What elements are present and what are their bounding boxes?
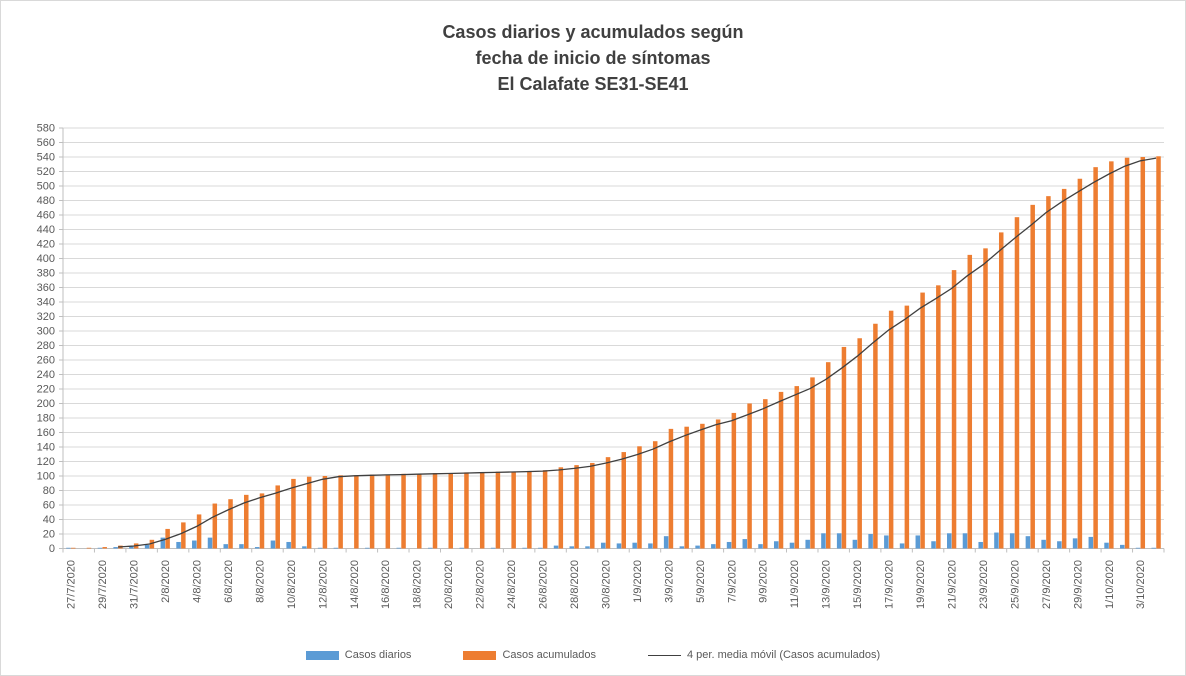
svg-text:2/8/2020: 2/8/2020 bbox=[160, 560, 172, 603]
svg-text:25/9/2020: 25/9/2020 bbox=[1009, 560, 1021, 609]
legend-swatch-moving-avg-icon bbox=[648, 654, 681, 656]
svg-text:320: 320 bbox=[37, 311, 55, 323]
svg-text:27/9/2020: 27/9/2020 bbox=[1041, 560, 1053, 609]
svg-text:500: 500 bbox=[37, 181, 55, 193]
legend-swatch-daily-icon bbox=[305, 650, 339, 660]
svg-text:260: 260 bbox=[37, 355, 55, 367]
svg-text:160: 160 bbox=[37, 427, 55, 439]
svg-text:13/9/2020: 13/9/2020 bbox=[821, 560, 833, 609]
legend-item-cumulative: Casos acumulados bbox=[463, 649, 596, 661]
svg-text:220: 220 bbox=[37, 384, 55, 396]
svg-text:16/8/2020: 16/8/2020 bbox=[380, 560, 392, 609]
svg-text:6/8/2020: 6/8/2020 bbox=[223, 560, 235, 603]
svg-text:480: 480 bbox=[37, 195, 55, 207]
svg-text:200: 200 bbox=[37, 398, 55, 410]
svg-text:380: 380 bbox=[37, 268, 55, 280]
svg-text:3/10/2020: 3/10/2020 bbox=[1135, 560, 1147, 609]
svg-text:540: 540 bbox=[37, 152, 55, 164]
axes bbox=[62, 128, 1165, 553]
svg-text:12/8/2020: 12/8/2020 bbox=[317, 560, 329, 609]
svg-text:23/9/2020: 23/9/2020 bbox=[978, 560, 990, 609]
svg-text:240: 240 bbox=[37, 369, 55, 381]
cumulative-bars bbox=[71, 156, 1161, 549]
svg-text:10/8/2020: 10/8/2020 bbox=[286, 560, 298, 609]
svg-text:29/9/2020: 29/9/2020 bbox=[1072, 560, 1084, 609]
svg-text:80: 80 bbox=[43, 485, 55, 497]
svg-text:460: 460 bbox=[37, 210, 55, 222]
svg-text:21/9/2020: 21/9/2020 bbox=[946, 560, 958, 609]
svg-text:300: 300 bbox=[37, 326, 55, 338]
svg-text:24/8/2020: 24/8/2020 bbox=[506, 560, 518, 609]
svg-text:1/10/2020: 1/10/2020 bbox=[1104, 560, 1116, 609]
x-axis-labels: 27/7/2020 29/7/2020 31/7/2020 2/8/2020 4/8/2… bbox=[66, 560, 1148, 609]
svg-text:31/7/2020: 31/7/2020 bbox=[129, 560, 141, 609]
gridlines bbox=[59, 127, 1164, 549]
svg-text:1/9/2020: 1/9/2020 bbox=[632, 560, 644, 603]
moving-average-line bbox=[117, 157, 1157, 548]
svg-text:580: 580 bbox=[37, 123, 55, 135]
legend-label-daily: Casos diarios bbox=[344, 649, 412, 661]
svg-text:280: 280 bbox=[37, 340, 55, 352]
svg-text:18/8/2020: 18/8/2020 bbox=[412, 560, 424, 609]
svg-text:30/8/2020: 30/8/2020 bbox=[600, 560, 612, 609]
legend: Casos diarios Casos acumulados 4 per. me… bbox=[1, 649, 1185, 661]
svg-text:5/9/2020: 5/9/2020 bbox=[695, 560, 707, 603]
svg-text:19/9/2020: 19/9/2020 bbox=[915, 560, 927, 609]
svg-text:27/7/2020: 27/7/2020 bbox=[66, 560, 78, 609]
svg-text:26/8/2020: 26/8/2020 bbox=[538, 560, 550, 609]
daily-bars bbox=[66, 532, 1156, 549]
svg-text:340: 340 bbox=[37, 297, 55, 309]
svg-text:15/9/2020: 15/9/2020 bbox=[852, 560, 864, 609]
svg-text:11/9/2020: 11/9/2020 bbox=[789, 560, 801, 608]
svg-text:40: 40 bbox=[43, 514, 55, 526]
svg-text:140: 140 bbox=[37, 442, 55, 454]
legend-label-cumulative: Casos acumulados bbox=[502, 649, 596, 661]
svg-text:440: 440 bbox=[37, 224, 55, 236]
svg-text:520: 520 bbox=[37, 166, 55, 178]
svg-text:4/8/2020: 4/8/2020 bbox=[191, 560, 203, 603]
svg-text:7/9/2020: 7/9/2020 bbox=[726, 560, 738, 603]
legend-swatch-cumulative-icon bbox=[463, 650, 497, 660]
svg-text:8/8/2020: 8/8/2020 bbox=[254, 560, 266, 603]
svg-text:3/9/2020: 3/9/2020 bbox=[663, 560, 675, 603]
svg-text:360: 360 bbox=[37, 282, 55, 294]
legend-item-moving-avg: 4 per. media móvil (Casos acumulados) bbox=[648, 649, 880, 661]
svg-text:29/7/2020: 29/7/2020 bbox=[97, 560, 109, 609]
svg-text:120: 120 bbox=[37, 456, 55, 468]
svg-text:20/8/2020: 20/8/2020 bbox=[443, 560, 455, 609]
svg-text:400: 400 bbox=[37, 253, 55, 265]
svg-text:17/9/2020: 17/9/2020 bbox=[884, 560, 896, 609]
svg-text:28/8/2020: 28/8/2020 bbox=[569, 560, 581, 609]
svg-text:20: 20 bbox=[43, 529, 55, 541]
svg-text:100: 100 bbox=[37, 471, 55, 483]
y-axis-labels: 0 20 40 60 80 100 120 140 160 180 200 220 240 260 280 3… bbox=[37, 123, 55, 556]
svg-text:560: 560 bbox=[37, 137, 55, 149]
svg-text:0: 0 bbox=[49, 543, 55, 555]
svg-text:22/8/2020: 22/8/2020 bbox=[475, 560, 487, 609]
svg-text:420: 420 bbox=[37, 239, 55, 251]
svg-text:14/8/2020: 14/8/2020 bbox=[349, 560, 361, 609]
legend-label-moving-avg: 4 per. media móvil (Casos acumulados) bbox=[687, 649, 881, 661]
svg-text:60: 60 bbox=[43, 500, 55, 512]
svg-text:9/9/2020: 9/9/2020 bbox=[758, 560, 770, 603]
legend-item-daily: Casos diarios bbox=[305, 649, 412, 661]
chart-title: Casos diarios y acumulados según fecha d… bbox=[442, 22, 744, 94]
svg-text:180: 180 bbox=[37, 413, 55, 425]
